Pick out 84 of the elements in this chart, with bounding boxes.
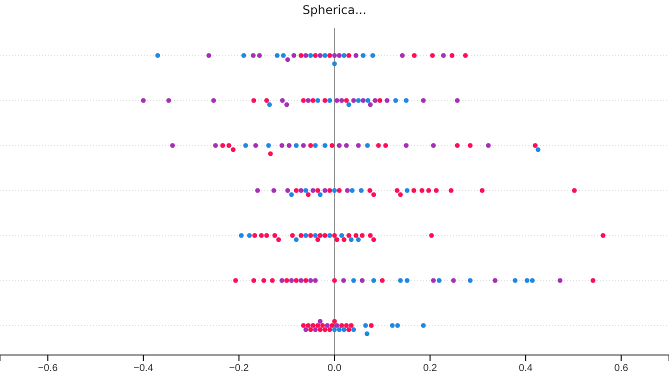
point xyxy=(344,323,349,328)
point xyxy=(213,143,218,148)
point xyxy=(345,188,350,193)
point xyxy=(350,188,355,193)
point xyxy=(430,53,435,58)
point xyxy=(412,53,417,58)
point xyxy=(206,53,212,58)
point xyxy=(332,278,337,283)
point xyxy=(166,98,172,103)
point xyxy=(336,188,342,193)
x-tick-label: 0.2 xyxy=(423,363,438,374)
point xyxy=(322,143,328,148)
point xyxy=(436,278,442,283)
x-tick-label: −0.6 xyxy=(38,363,58,374)
point xyxy=(320,323,325,328)
point xyxy=(429,233,434,238)
point xyxy=(450,53,454,58)
point xyxy=(301,98,306,103)
point xyxy=(394,188,400,193)
point xyxy=(140,98,146,103)
point xyxy=(351,278,356,283)
point xyxy=(572,188,577,193)
point xyxy=(366,98,370,103)
point xyxy=(252,233,258,238)
point xyxy=(454,143,460,148)
point xyxy=(243,143,248,148)
point xyxy=(600,233,606,238)
x-tick-label: 0.6 xyxy=(614,363,629,374)
chart-title: Spherica... xyxy=(302,3,366,17)
point xyxy=(368,233,373,238)
point xyxy=(404,188,410,193)
point xyxy=(286,143,292,148)
point xyxy=(251,98,256,103)
point xyxy=(294,278,299,283)
point xyxy=(298,53,304,58)
point xyxy=(380,278,385,283)
point xyxy=(289,278,294,283)
point xyxy=(306,323,311,328)
point xyxy=(284,278,290,283)
point xyxy=(270,278,275,283)
point xyxy=(294,143,299,148)
point xyxy=(327,188,332,193)
point xyxy=(404,278,410,283)
point xyxy=(322,233,328,238)
point xyxy=(255,188,260,193)
point xyxy=(308,53,314,58)
point xyxy=(310,323,316,328)
point xyxy=(315,188,320,193)
x-tick-label: 0.4 xyxy=(518,363,534,374)
point xyxy=(322,98,328,103)
point xyxy=(363,323,368,328)
x-tick-label: −0.2 xyxy=(229,363,250,374)
point xyxy=(360,53,366,58)
point xyxy=(434,188,439,193)
point xyxy=(346,53,352,58)
point xyxy=(480,188,485,193)
point xyxy=(261,278,266,283)
point xyxy=(341,278,346,283)
point xyxy=(330,323,335,328)
point xyxy=(365,143,370,148)
point xyxy=(346,233,352,238)
point xyxy=(170,143,175,148)
point xyxy=(298,233,304,238)
point xyxy=(324,323,330,328)
point xyxy=(339,98,344,103)
point xyxy=(226,143,232,148)
point xyxy=(370,53,376,58)
point xyxy=(271,188,276,193)
point xyxy=(264,233,270,238)
point xyxy=(303,53,308,58)
point xyxy=(264,98,270,103)
point xyxy=(368,323,374,328)
point xyxy=(312,53,318,58)
x-tick-label: −0.4 xyxy=(133,363,154,374)
point xyxy=(258,233,264,238)
point xyxy=(463,53,468,58)
point xyxy=(426,188,432,193)
x-tick-label: 0.0 xyxy=(328,363,342,374)
point xyxy=(315,98,320,103)
point xyxy=(220,143,226,148)
point xyxy=(334,323,340,328)
point xyxy=(294,188,299,193)
point xyxy=(532,143,538,148)
point xyxy=(274,53,280,58)
